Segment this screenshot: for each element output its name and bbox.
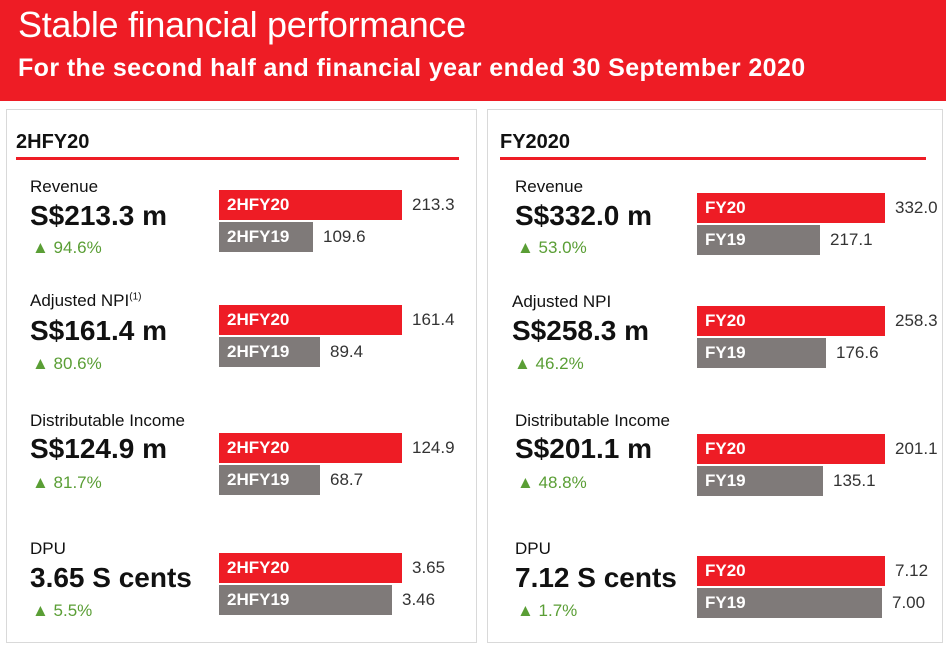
metric-label-revenue: Revenue <box>515 177 584 196</box>
bar-adjusted-npi-2hfy19: 2HFY19 <box>219 337 320 367</box>
metric-value-dpu: 3.65 S cents <box>30 562 192 593</box>
metric-value-distributable-income: S$201.1 m <box>515 433 652 464</box>
bar-value-label: 213.3 <box>412 195 455 214</box>
metric-change-dpu: ▲ 1.7% <box>517 601 578 620</box>
bar-value-label: 68.7 <box>330 470 364 489</box>
metric-label-dpu: DPU <box>515 539 551 558</box>
metric-label-dpu: DPU <box>30 539 66 558</box>
metric-change-dpu: ▲ 5.5% <box>32 601 93 620</box>
bar-value-label: 176.6 <box>836 343 879 362</box>
bar-value-label: 89.4 <box>330 342 364 361</box>
bar-value-label: 161.4 <box>412 310 455 329</box>
bar-value-label: 258.3 <box>895 311 938 330</box>
bar-value-label: 201.1 <box>895 439 938 458</box>
metric-value-revenue: S$332.0 m <box>515 200 652 231</box>
metric-label-revenue: Revenue <box>30 177 99 196</box>
page-title: Stable financial performance <box>18 4 466 45</box>
bar-value-label: 124.9 <box>412 438 455 457</box>
bar-distributable-income-fy20: FY20 <box>697 434 885 464</box>
header-banner: Stable financial performance For the sec… <box>0 0 946 101</box>
bar-adjusted-npi-2hfy20: 2HFY20 <box>219 305 402 335</box>
panel-title-2hfy20: 2HFY20 <box>16 131 90 153</box>
metric-value-dpu: 7.12 S cents <box>515 562 677 593</box>
bar-revenue-fy20: FY20 <box>697 193 885 223</box>
metric-label-adjusted-npi: Adjusted NPI(1) <box>30 291 142 310</box>
bar-adjusted-npi-fy19: FY19 <box>697 338 826 368</box>
bar-revenue-fy19: FY19 <box>697 225 820 255</box>
metric-change-distributable-income: ▲ 48.8% <box>517 473 587 492</box>
bar-value-label: 135.1 <box>833 471 876 490</box>
bar-value-label: 217.1 <box>830 230 873 249</box>
bar-value-label: 332.0 <box>895 198 938 217</box>
metric-change-distributable-income: ▲ 81.7% <box>32 473 102 492</box>
metric-value-distributable-income: S$124.9 m <box>30 433 167 464</box>
panel-rule-2hfy20 <box>16 157 459 160</box>
bar-adjusted-npi-fy20: FY20 <box>697 306 885 336</box>
panel-rule-fy2020 <box>500 157 926 160</box>
bar-value-label: 7.00 <box>892 593 926 612</box>
metric-value-revenue: S$213.3 m <box>30 200 167 231</box>
metric-value-adjusted-npi: S$258.3 m <box>512 315 649 346</box>
bar-value-label: 109.6 <box>323 227 366 246</box>
bar-distributable-income-fy19: FY19 <box>697 466 823 496</box>
bar-revenue-2hfy20: 2HFY20 <box>219 190 402 220</box>
metric-label-adjusted-npi: Adjusted NPI <box>512 292 612 311</box>
metric-label-distributable-income: Distributable Income <box>30 411 185 430</box>
panel-title-fy2020: FY2020 <box>500 131 571 153</box>
page-subtitle: For the second half and financial year e… <box>18 54 806 82</box>
bar-dpu-fy20: FY20 <box>697 556 885 586</box>
bar-dpu-2hfy19: 2HFY19 <box>219 585 392 615</box>
bar-revenue-2hfy19: 2HFY19 <box>219 222 313 252</box>
metric-change-adjusted-npi: ▲ 46.2% <box>514 354 584 373</box>
metric-change-adjusted-npi: ▲ 80.6% <box>32 354 102 373</box>
bar-value-label: 3.65 <box>412 558 446 577</box>
bar-distributable-income-2hfy20: 2HFY20 <box>219 433 402 463</box>
metric-change-revenue: ▲ 94.6% <box>32 238 102 257</box>
metric-change-revenue: ▲ 53.0% <box>517 238 587 257</box>
footnote-marker: (1) <box>129 291 142 303</box>
metric-value-adjusted-npi: S$161.4 m <box>30 315 167 346</box>
bar-distributable-income-2hfy19: 2HFY19 <box>219 465 320 495</box>
bar-dpu-2hfy20: 2HFY20 <box>219 553 402 583</box>
bar-value-label: 3.46 <box>402 590 436 609</box>
bar-dpu-fy19: FY19 <box>697 588 882 618</box>
bar-value-label: 7.12 <box>895 561 929 580</box>
metric-label-distributable-income: Distributable Income <box>515 411 670 430</box>
